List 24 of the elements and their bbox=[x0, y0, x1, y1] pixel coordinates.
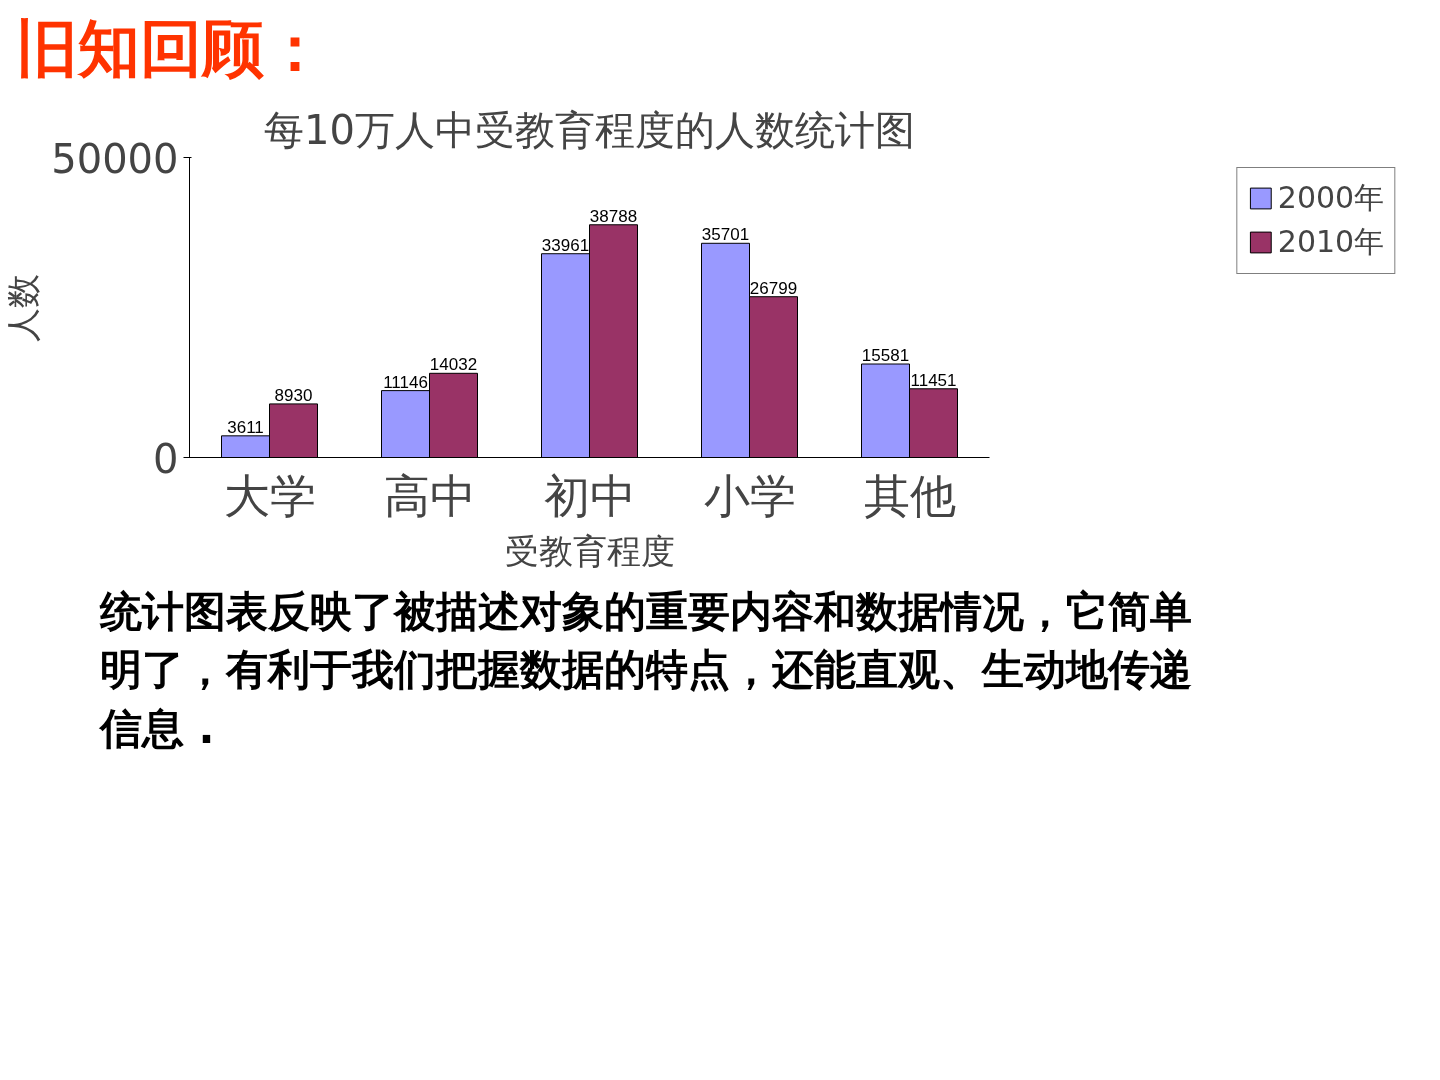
data-label: 11146 bbox=[383, 372, 428, 392]
text: 统计图表反映了被描述对象的重要内容和数据情况，它简单明了，有利于我们把握数据的特点，还能直观、生动地传递信息 . bbox=[100, 585, 1193, 756]
x-tick-label: 高中 bbox=[383, 468, 476, 523]
data-label: 26799 bbox=[749, 278, 798, 298]
data-label: 14032 bbox=[429, 354, 478, 374]
x-tick-label: 其他 bbox=[863, 468, 956, 523]
chart-title: 每10万人中受教育程度的人数统计图 bbox=[264, 106, 915, 153]
data-label: 15581 bbox=[861, 345, 910, 365]
legend-label: 2000年 bbox=[1277, 178, 1385, 217]
text: 旧知回顾： bbox=[16, 11, 326, 87]
y-tick-label: 0 bbox=[153, 435, 179, 482]
y-tick-label: 50000 bbox=[51, 135, 179, 182]
data-label: 35701 bbox=[701, 224, 750, 244]
data-label: 33961 bbox=[541, 235, 590, 255]
x-tick-label: 初中 bbox=[543, 468, 636, 523]
data-label: 8930 bbox=[274, 385, 313, 405]
x-axis-title: 受教育程度 bbox=[504, 530, 675, 571]
x-tick-label: 小学 bbox=[703, 468, 796, 523]
data-label: 3611 bbox=[227, 417, 264, 437]
legend-label: 2010年 bbox=[1277, 222, 1385, 261]
y-axis-title: 人数 bbox=[3, 273, 44, 342]
data-label: 38788 bbox=[589, 206, 638, 226]
x-tick-label: 大学 bbox=[223, 468, 316, 523]
data-label: 11451 bbox=[910, 370, 957, 390]
